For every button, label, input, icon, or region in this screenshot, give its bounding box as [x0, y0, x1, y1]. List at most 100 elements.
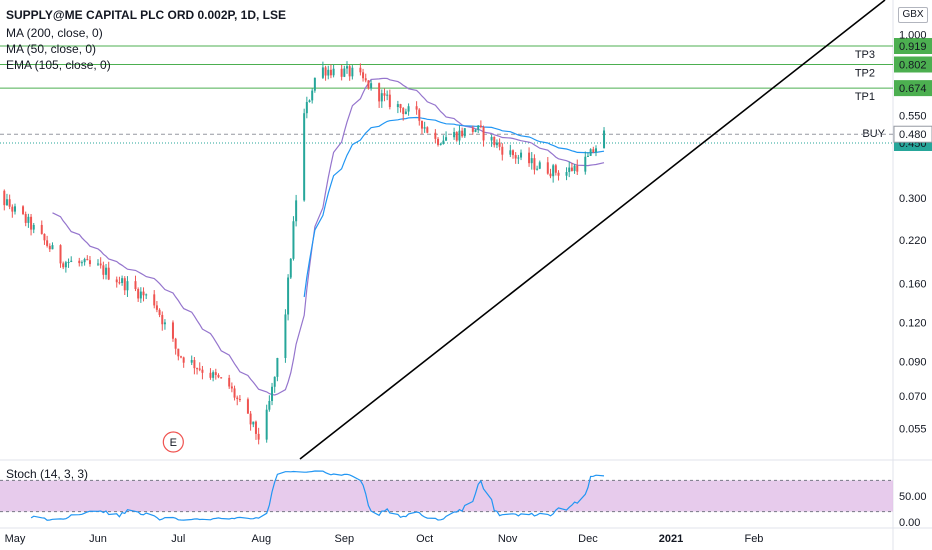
candle-body [493, 136, 496, 146]
candle-body [287, 277, 290, 315]
candle-body [573, 165, 576, 171]
candle-body [458, 130, 461, 141]
currency-badge[interactable]: GBX [898, 7, 928, 23]
candle-body [182, 357, 185, 363]
candle-body [153, 294, 156, 306]
candle-body [415, 106, 418, 110]
candle-body [292, 221, 295, 259]
candle-body [461, 130, 464, 137]
candle-body [514, 155, 517, 159]
stoch-line [30, 470, 605, 521]
indicator-ma200[interactable]: MA (200, close, 0) [6, 26, 103, 40]
candle-body [332, 68, 335, 76]
candle-body [445, 137, 448, 141]
price-tick-label: 0.220 [899, 235, 927, 247]
candle-body [161, 314, 164, 325]
candle-body [196, 368, 199, 370]
candle-body [362, 72, 365, 79]
candle-body [30, 216, 33, 230]
candle-body [407, 106, 410, 112]
candle-body [546, 162, 549, 174]
target-label: TP3 [855, 49, 875, 61]
candle-body [233, 388, 236, 398]
candle-body [348, 66, 351, 77]
candle-body [533, 158, 536, 170]
candle-body [324, 67, 327, 76]
candle-body [238, 399, 241, 401]
candle-body [305, 102, 308, 114]
candle-body [220, 377, 223, 379]
candle-body [190, 360, 193, 363]
price-tick-label: 0.120 [899, 318, 927, 330]
candle-body [64, 262, 67, 268]
ema-line [303, 116, 605, 298]
candle-body [552, 165, 555, 177]
candle-body [180, 356, 182, 358]
candle-body [530, 158, 533, 164]
current-price-text: 0.480 [899, 129, 927, 141]
indicator-ema105[interactable]: EMA (105, close, 0) [6, 58, 111, 72]
candle-body [423, 127, 426, 129]
candle-body [5, 199, 8, 206]
candle-body [557, 172, 560, 176]
candle-body [171, 322, 174, 339]
candle-body [474, 129, 477, 132]
candle-body [123, 278, 126, 291]
candle-body [105, 267, 108, 275]
candle-body [265, 409, 268, 440]
candle-body [83, 259, 86, 263]
candle-body [257, 433, 260, 440]
candle-body [8, 199, 11, 207]
time-tick-label: May [5, 533, 26, 545]
candle-body [174, 338, 177, 349]
target-price-tag [894, 38, 932, 54]
candle-body [155, 305, 158, 310]
candle-body [48, 245, 51, 250]
time-tick-label: Dec [578, 533, 598, 545]
candle-body [378, 83, 381, 102]
target-lines: TP3 TP2 TP1 BUY [0, 45, 893, 144]
candle-body [139, 291, 142, 299]
candle-body [137, 289, 140, 299]
candle-body [51, 245, 54, 250]
candle-body [99, 263, 102, 266]
stoch-label[interactable]: Stoch (14, 3, 3) [6, 467, 89, 481]
current-price-tag [893, 125, 932, 143]
time-tick-label: 2021 [659, 533, 683, 545]
candle-body [399, 104, 402, 109]
candle-body [538, 162, 541, 169]
candle-body [308, 100, 311, 103]
candle-body [584, 156, 587, 172]
candle-body [22, 206, 25, 215]
candle-body [145, 294, 148, 296]
target-label: TP2 [855, 67, 875, 79]
candle-body [311, 90, 314, 101]
candle-body [11, 206, 14, 212]
candle-body [268, 400, 271, 410]
candle-body [418, 109, 421, 121]
candle-body [284, 314, 287, 358]
candle-body [396, 104, 399, 108]
candle-body [303, 113, 306, 201]
price-tick-label: 0.055 [899, 424, 927, 436]
candle-body [592, 149, 595, 153]
candle-body [568, 167, 571, 173]
candle-body [88, 260, 91, 265]
candle-body [46, 240, 49, 246]
time-tick-label: Sep [335, 533, 355, 545]
candle-body [386, 94, 389, 96]
candle-body [246, 399, 249, 414]
indicator-ma50[interactable]: MA (50, close, 0) [6, 42, 97, 56]
time-tick-label: Aug [252, 533, 272, 545]
candle-body [276, 357, 279, 377]
candle-body [482, 127, 485, 141]
candle-body [230, 386, 233, 389]
candle-body [517, 157, 520, 159]
candle-body [589, 149, 592, 156]
candle-body [364, 78, 367, 81]
candle-body [97, 263, 99, 265]
target-price-text: 0.919 [899, 41, 927, 53]
candle-body [383, 93, 386, 96]
candle-body [32, 224, 35, 230]
